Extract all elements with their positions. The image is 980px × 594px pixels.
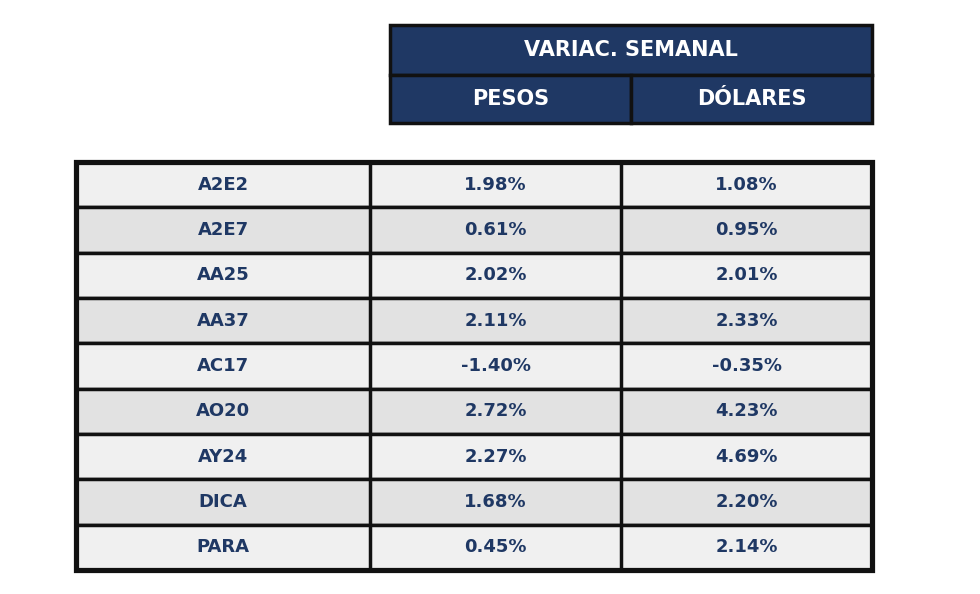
Text: 2.02%: 2.02% (465, 266, 527, 285)
Bar (631, 75, 872, 123)
Text: 1.08%: 1.08% (715, 176, 778, 194)
Bar (76, 162, 872, 570)
Text: 4.69%: 4.69% (715, 448, 778, 466)
Bar (76, 434, 872, 479)
Bar (76, 252, 872, 298)
Text: DICA: DICA (199, 493, 247, 511)
Text: A2E7: A2E7 (197, 221, 249, 239)
Text: 2.20%: 2.20% (715, 493, 778, 511)
Text: 2.01%: 2.01% (715, 266, 778, 285)
Text: 1.98%: 1.98% (465, 176, 527, 194)
Text: VARIAC. SEMANAL: VARIAC. SEMANAL (524, 40, 738, 60)
Bar (76, 343, 872, 388)
Text: 2.33%: 2.33% (715, 312, 778, 330)
Bar (76, 388, 872, 434)
Bar (76, 479, 872, 525)
Text: -0.35%: -0.35% (711, 357, 781, 375)
Bar (76, 207, 872, 252)
Text: AA25: AA25 (197, 266, 249, 285)
Bar (390, 25, 872, 75)
Text: 0.61%: 0.61% (465, 221, 527, 239)
Text: AC17: AC17 (197, 357, 249, 375)
Text: 2.72%: 2.72% (465, 402, 527, 421)
Text: -1.40%: -1.40% (461, 357, 530, 375)
Text: PESOS: PESOS (472, 89, 549, 109)
Text: AA37: AA37 (197, 312, 249, 330)
Bar (76, 525, 872, 570)
Text: 2.27%: 2.27% (465, 448, 527, 466)
Text: DÓLARES: DÓLARES (697, 89, 807, 109)
Text: 1.68%: 1.68% (465, 493, 527, 511)
Bar (76, 162, 872, 207)
Text: 2.14%: 2.14% (715, 538, 778, 557)
Bar (76, 298, 872, 343)
Text: PARA: PARA (197, 538, 250, 557)
Text: 0.45%: 0.45% (465, 538, 527, 557)
Text: AY24: AY24 (198, 448, 248, 466)
Text: 2.11%: 2.11% (465, 312, 527, 330)
Text: 0.95%: 0.95% (715, 221, 778, 239)
Text: AO20: AO20 (196, 402, 250, 421)
Bar (390, 75, 631, 123)
Text: A2E2: A2E2 (197, 176, 249, 194)
Text: 4.23%: 4.23% (715, 402, 778, 421)
